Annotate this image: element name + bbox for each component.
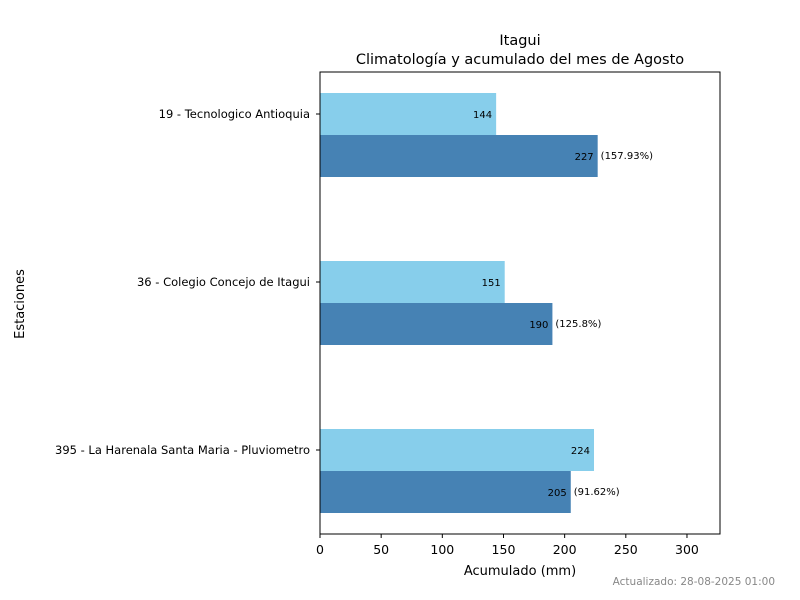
x-tick-label: 300 xyxy=(675,542,699,557)
y-axis-label: Estaciones xyxy=(13,269,28,339)
x-axis-label: Acumulado (mm) xyxy=(464,564,576,579)
bar-climatology xyxy=(320,429,595,471)
chart-title: Itagui xyxy=(499,33,540,49)
x-tick-label: 150 xyxy=(492,542,516,557)
plot-frame xyxy=(319,71,721,535)
x-tick-label: 250 xyxy=(614,542,638,557)
y-tick-label: 395 - La Harenala Santa Maria - Pluviome… xyxy=(55,443,310,457)
bar-label-accumulated: 227 xyxy=(575,152,594,163)
bar-climatology xyxy=(320,93,497,135)
x-tick-label: 50 xyxy=(373,542,389,557)
bar-label-climatology: 144 xyxy=(473,110,492,121)
x-tick-label: 100 xyxy=(430,542,454,557)
bar-label-accumulated: 205 xyxy=(548,488,567,499)
updated-timestamp: Actualizado: 28-08-2025 01:00 xyxy=(612,576,775,588)
bar-label-climatology: 151 xyxy=(482,278,501,289)
bar-percent-label: (157.93%) xyxy=(601,151,653,162)
x-tick-label: 0 xyxy=(316,542,324,557)
x-tick-label: 200 xyxy=(553,542,577,557)
bar-label-accumulated: 190 xyxy=(529,320,548,331)
bar-percent-label: (91.62%) xyxy=(574,487,620,498)
bar-accumulated xyxy=(320,135,598,177)
plot-area: 144 227 (157.93%) 19 - Tecnologico Antioqui… xyxy=(55,71,721,557)
bar-accumulated xyxy=(320,303,553,345)
y-tick-label: 36 - Colegio Concejo de Itagui xyxy=(137,275,310,289)
bar-climatology xyxy=(320,261,505,303)
bar-accumulated xyxy=(320,471,571,513)
chart-subtitle: Climatología y acumulado del mes de Agos… xyxy=(356,52,684,68)
bar-label-climatology: 224 xyxy=(571,446,590,457)
bar-percent-label: (125.8%) xyxy=(555,319,601,330)
y-tick-label: 19 - Tecnologico Antioquia xyxy=(159,107,310,121)
